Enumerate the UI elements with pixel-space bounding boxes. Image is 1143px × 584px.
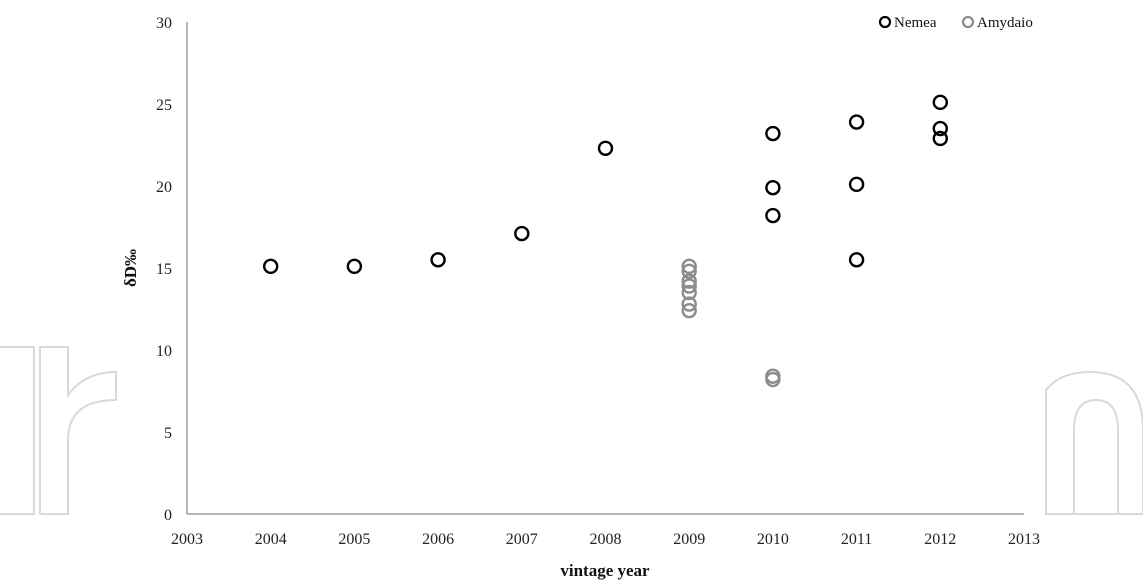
x-tick-label: 2010 bbox=[757, 531, 789, 548]
point-nemea bbox=[597, 140, 614, 156]
point-amydaio bbox=[681, 263, 697, 279]
point-amydaio bbox=[681, 258, 697, 275]
legend-marker-nemea bbox=[878, 15, 892, 29]
y-tick-label: 5 bbox=[164, 425, 172, 442]
point-nemea bbox=[430, 252, 446, 268]
x-tick-label: 2011 bbox=[841, 531, 872, 548]
y-tick-label: 10 bbox=[156, 343, 172, 360]
point-amydaio bbox=[681, 273, 697, 289]
x-tick-label: 2009 bbox=[673, 531, 705, 548]
y-tick-label: 30 bbox=[156, 15, 172, 32]
legend-label-amydaio: Amydaio bbox=[977, 15, 1033, 31]
watermark-logo bbox=[0, 346, 1143, 515]
x-tick-label: 2006 bbox=[422, 531, 454, 548]
y-tick-label: 0 bbox=[164, 507, 172, 524]
point-nemea bbox=[932, 120, 948, 137]
point-nemea bbox=[848, 176, 865, 193]
point-amydaio bbox=[681, 284, 697, 301]
point-amydaio bbox=[681, 296, 697, 312]
y-axis-title: δD‰ bbox=[121, 249, 140, 287]
point-nemea bbox=[848, 114, 865, 130]
point-amydaio bbox=[681, 278, 697, 294]
x-tick-label: 2005 bbox=[338, 531, 370, 548]
x-tick-label: 2004 bbox=[255, 531, 287, 548]
x-axis-ticks: 2003 2004 2005 2006 2007 2008 2009 2010 2011 2012… bbox=[171, 531, 1040, 548]
point-nemea bbox=[848, 252, 865, 268]
x-tick-label: 2003 bbox=[171, 531, 203, 548]
point-nemea bbox=[514, 225, 530, 242]
x-tick-label: 2013 bbox=[1008, 531, 1040, 548]
x-tick-label: 2012 bbox=[924, 531, 956, 548]
x-axis-title: vintage year bbox=[560, 561, 650, 580]
legend-label-nemea: Nemea bbox=[894, 15, 937, 31]
point-nemea bbox=[346, 258, 363, 275]
point-nemea bbox=[765, 179, 781, 196]
y-tick-label: 25 bbox=[156, 97, 172, 114]
point-nemea bbox=[932, 130, 948, 147]
point-amydaio bbox=[681, 302, 697, 319]
legend-marker-amydaio bbox=[961, 15, 975, 29]
y-axis-ticks: 0 5 10 15 20 25 30 bbox=[156, 15, 172, 524]
point-nemea bbox=[765, 125, 781, 142]
y-tick-label: 20 bbox=[156, 179, 172, 196]
legend: Nemea Amydaio bbox=[878, 15, 1033, 31]
point-nemea bbox=[765, 207, 781, 224]
point-nemea bbox=[932, 94, 948, 111]
point-nemea bbox=[263, 258, 279, 275]
x-tick-label: 2008 bbox=[590, 531, 622, 548]
point-amydaio bbox=[765, 371, 781, 388]
y-tick-label: 15 bbox=[156, 261, 172, 278]
x-tick-label: 2007 bbox=[506, 531, 538, 548]
data-points bbox=[263, 94, 948, 388]
